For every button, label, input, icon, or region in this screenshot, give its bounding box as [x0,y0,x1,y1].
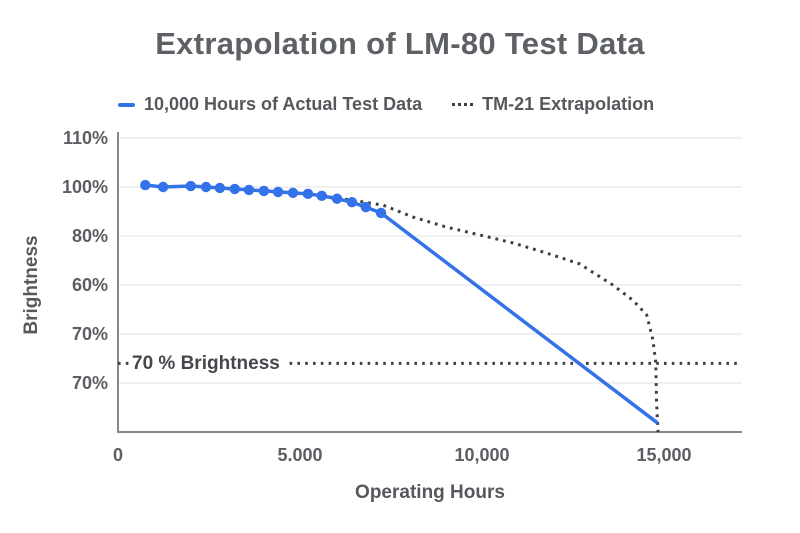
legend-label-actual-data: 10,000 Hours of Actual Test Data [144,94,423,114]
y-tick-label: 110% [62,128,108,148]
y-tick-label: 70% [71,324,108,344]
y-tick-label: 80% [71,226,108,246]
chart-title: Extrapolation of LM-80 Test Data [155,26,645,61]
brightness-threshold-label: 70 % Brightness [129,352,287,376]
solid-line-swatch-icon [118,102,135,107]
dotted-line-swatch-icon [452,103,474,106]
legend: 10,000 Hours of Actual Test Data TM-21 E… [118,94,654,115]
legend-label-extrapolation: TM-21 Extrapolation [482,94,655,114]
legend-item-extrapolation: TM-21 Extrapolation [452,94,654,115]
y-tick-label: 100% [61,177,108,197]
x-axis-title: Operating Hours [355,482,505,503]
x-tick-label: 15,000 [636,445,692,465]
x-tick-label: 5.000 [277,445,323,465]
y-tick-label: 60% [71,275,108,295]
x-tick-label: 10,000 [454,445,510,465]
x-tick-label: 0 [112,445,123,465]
legend-item-actual-data: 10,000 Hours of Actual Test Data [118,94,422,115]
y-axis-title: Brightness [21,235,42,335]
y-tick-label: 70% [71,373,108,393]
